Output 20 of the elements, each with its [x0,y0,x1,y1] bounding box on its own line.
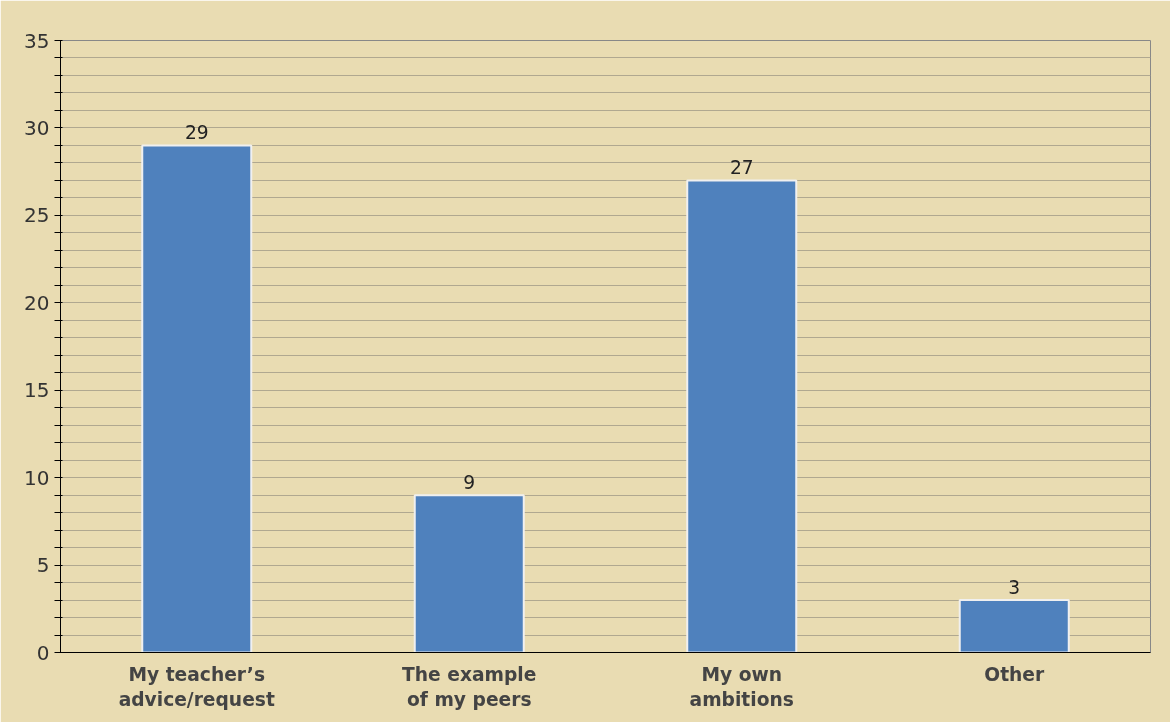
bar [686,179,798,653]
bar [141,144,253,653]
x-tick-label: The example of my peers [402,663,537,710]
bar [413,494,525,653]
y-tick-label: 15 [24,378,50,403]
y-tick-label: 0 [36,640,50,665]
y-tick-label: 35 [24,28,50,53]
y-tick-label: 5 [36,553,50,578]
y-tick-label: 20 [24,290,50,315]
x-tick-label: Other [984,663,1046,685]
data-label: 3 [1008,577,1021,599]
data-label: 27 [729,157,754,179]
bar [958,599,1070,653]
x-tick-label: My teacher’s advice/request [118,663,275,710]
data-label: 9 [463,472,476,494]
y-tick-label: 25 [24,203,50,228]
data-label: 29 [184,122,209,144]
x-tick-label: My own ambitions [689,663,794,710]
y-tick-label: 30 [24,115,50,140]
y-tick-label: 10 [24,465,50,490]
